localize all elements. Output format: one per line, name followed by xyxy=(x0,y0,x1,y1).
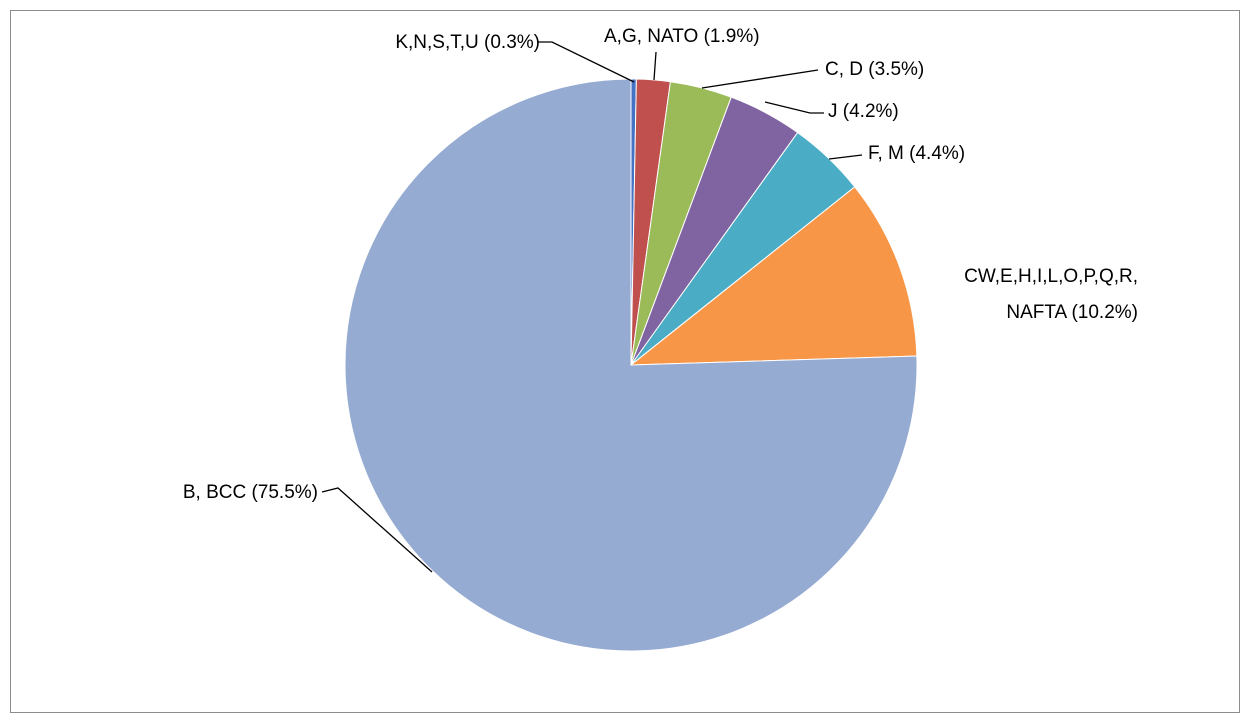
slice-label-6: B, BCC (75.5%) xyxy=(183,482,318,503)
slice-label-5-line-0: CW,E,H,I,L,O,P,Q,R, xyxy=(964,266,1138,287)
leader-line-6 xyxy=(321,487,433,573)
slice-label-0: K,N,S,T,U (0.3%) xyxy=(395,32,540,53)
leader-line-0 xyxy=(537,41,635,83)
leader-line-3 xyxy=(764,101,824,114)
slice-label-4: F, M (4.4%) xyxy=(868,143,965,164)
slice-label-5-line-1: NAFTA (10.2%) xyxy=(1006,302,1138,323)
leader-line-2 xyxy=(701,69,819,89)
pie-slice-5 xyxy=(629,186,918,366)
pie-slice-6 xyxy=(344,78,918,652)
leader-line-4 xyxy=(828,154,863,160)
slice-label-2: C, D (3.5%) xyxy=(825,59,924,80)
slice-label-1: A,G, NATO (1.9%) xyxy=(604,26,760,47)
pie-slices xyxy=(344,78,918,652)
slice-labels: K,N,S,T,U (0.3%) A,G, NATO (1.9%) C, D (3.… xyxy=(183,26,1138,503)
slice-label-3: J (4.2%) xyxy=(828,101,899,122)
leader-lines xyxy=(321,41,863,573)
leader-line-1 xyxy=(653,51,657,81)
